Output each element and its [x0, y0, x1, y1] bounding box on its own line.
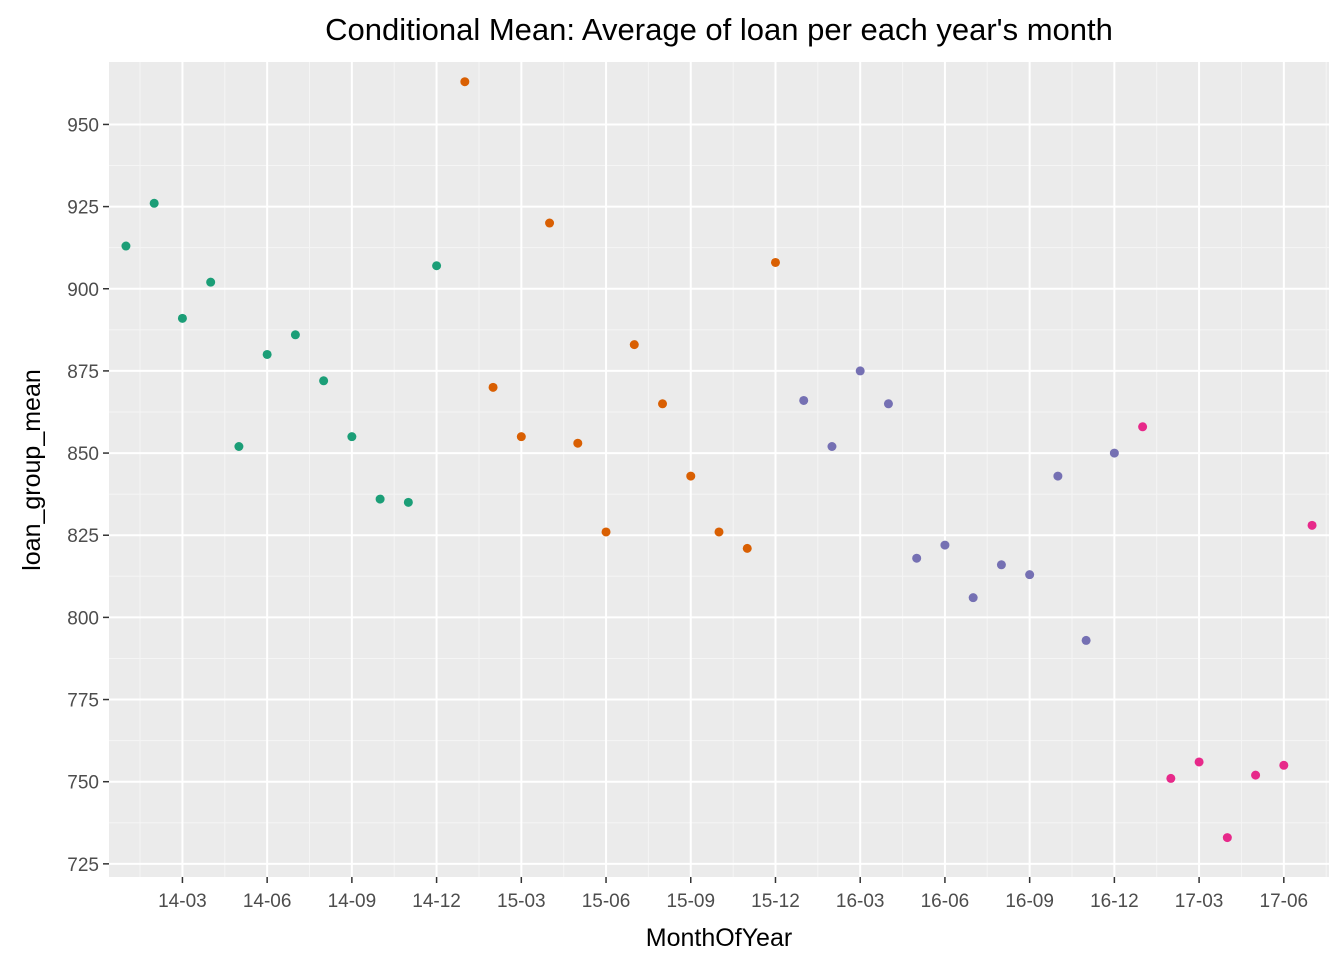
data-point	[1138, 422, 1148, 432]
x-tick-label: 16-12	[1090, 891, 1139, 912]
x-tick-label: 14-12	[412, 891, 461, 912]
data-point	[1307, 520, 1317, 530]
major-gridlines	[109, 62, 1329, 877]
data-point	[883, 399, 893, 409]
data-point	[996, 560, 1006, 570]
y-tick-label: 875	[67, 362, 99, 383]
data-point	[262, 349, 272, 359]
data-point	[234, 441, 244, 451]
y-axis: 725 750 775 800 825 850 875 900 925 950	[67, 115, 109, 876]
x-tick-label: 15-09	[666, 891, 715, 912]
data-points	[121, 77, 1317, 843]
data-point	[855, 366, 865, 376]
data-point	[968, 593, 978, 603]
data-point	[629, 340, 639, 350]
x-tick-label: 14-06	[243, 891, 292, 912]
data-point	[940, 540, 950, 550]
plot-panel	[109, 62, 1329, 877]
y-tick-label: 850	[67, 444, 99, 465]
y-tick-label: 775	[67, 691, 99, 712]
x-tick-label: 17-06	[1260, 891, 1309, 912]
data-point	[799, 395, 809, 405]
y-axis-title: loan_group_mean	[18, 369, 46, 571]
data-point	[742, 543, 752, 553]
data-point	[319, 376, 329, 386]
data-point	[573, 438, 583, 448]
x-tick-label: 16-03	[836, 891, 885, 912]
data-point	[1109, 448, 1119, 458]
data-point	[177, 313, 187, 323]
data-point	[516, 432, 526, 442]
x-tick-label: 14-09	[328, 891, 377, 912]
data-point	[1053, 471, 1063, 481]
data-point	[347, 432, 357, 442]
x-tick-label: 14-03	[158, 891, 207, 912]
x-tick-label: 16-06	[921, 891, 970, 912]
data-point	[1025, 570, 1035, 580]
y-tick-label: 725	[67, 855, 99, 876]
chart-title: Conditional Mean: Average of loan per ea…	[325, 12, 1113, 47]
data-point	[403, 497, 413, 507]
x-axis-title: MonthOfYear	[646, 924, 792, 952]
y-tick-label: 925	[67, 198, 99, 219]
data-point	[375, 494, 385, 504]
data-point	[658, 399, 668, 409]
data-point	[770, 257, 780, 267]
data-point	[912, 553, 922, 563]
x-tick-label: 15-12	[751, 891, 800, 912]
data-point	[290, 330, 300, 340]
x-tick-label: 16-09	[1005, 891, 1054, 912]
minor-gridlines	[109, 62, 1329, 877]
data-point	[1279, 760, 1289, 770]
data-point	[121, 241, 131, 251]
data-point	[601, 527, 611, 537]
y-tick-label: 800	[67, 608, 99, 629]
x-tick-label: 15-03	[497, 891, 546, 912]
data-point	[1251, 770, 1261, 780]
x-axis: 14-03 14-06 14-09 14-12 15-03 15-06 15-09 15-12…	[158, 877, 1308, 912]
data-point	[206, 277, 216, 287]
data-point	[686, 471, 696, 481]
x-tick-label: 17-03	[1175, 891, 1224, 912]
y-tick-label: 750	[67, 773, 99, 794]
data-point	[1166, 773, 1176, 783]
data-point	[1194, 757, 1204, 767]
y-tick-label: 825	[67, 526, 99, 547]
data-point	[1081, 635, 1091, 645]
data-point	[714, 527, 724, 537]
data-point	[432, 261, 442, 271]
data-point	[1222, 833, 1232, 843]
data-point	[827, 441, 837, 451]
data-point	[488, 382, 498, 392]
y-tick-label: 950	[67, 115, 99, 136]
data-point	[149, 198, 159, 208]
x-tick-label: 15-06	[582, 891, 631, 912]
y-tick-label: 900	[67, 280, 99, 301]
data-point	[545, 218, 555, 228]
data-point	[460, 77, 470, 87]
